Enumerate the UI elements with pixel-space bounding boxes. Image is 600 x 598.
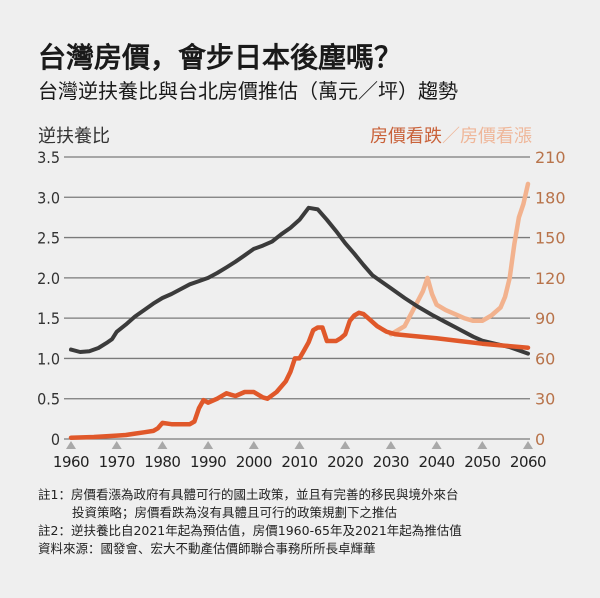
x-tick-marker [111,441,122,449]
x-tick-marker [431,441,442,449]
note-1-line-1: 註1：房價看漲為政府有具體可行的國土政策，並且有完善的移民與境外來台 [38,487,459,502]
y-tick-label-right: 30 [535,390,555,409]
note-1-line-2: 投資策略；房價看跌為沒有具體且可行的政策規劃下之推估 [72,505,398,520]
series-line-dependency-ratio [69,205,530,356]
x-tick-label: 2040 [419,453,455,471]
series-line-price-up [388,181,531,337]
left-axis-title: 逆扶養比 [38,126,110,147]
x-tick-marker [66,441,76,449]
legend-separator: ／ [442,126,460,147]
x-tick-marker [385,441,396,449]
source: 資料來源：國發會、宏大不動產估價師聯合事務所所長卓輝華 [38,541,376,556]
right-axis-legend: 房價看跌／房價看漲 [370,122,532,148]
x-tick-label: 1970 [99,453,135,471]
y-tick-label-left: 2.0 [37,269,60,288]
y-tick-label-right: 210 [535,148,566,167]
x-tick-marker [294,441,305,449]
y-tick-label-left: 2.5 [37,229,60,248]
x-tick-marker [248,441,259,449]
x-tick-label: 2020 [327,453,363,471]
footnotes: 註1：房價看漲為政府有具體可行的國土政策，並且有完善的移民與境外來台 投資策略；… [38,486,462,558]
y-tick-label-right: 0 [535,430,545,449]
chart-title: 台灣房價，會步日本後塵嗎？ [38,41,403,74]
y-tick-label-left: 3.5 [37,148,60,167]
line-chart: 0 0.5 1.0 1.5 2.0 2.5 3.0 3.5 0 30 60 90 120 150 180 21… [37,148,566,471]
chart-subtitle: 台灣逆扶養比與台北房價推估（萬元／坪）趨勢 [38,79,458,103]
y-tick-label-right: 90 [535,309,555,328]
x-tick-marker [477,441,488,449]
x-tick-marker [157,441,168,449]
y-tick-label-right: 150 [535,229,566,248]
y-tick-label-right: 180 [535,188,566,207]
x-tick-marker [523,441,533,449]
y-tick-label-right: 120 [535,269,566,288]
y-tick-label-left: 1.0 [37,349,60,368]
y-tick-label-left: 1.5 [37,309,60,328]
x-tick-label: 1990 [190,453,226,471]
x-tick-label: 2050 [464,453,500,471]
y-tick-label-left: 0 [51,430,60,449]
x-tick-marker [203,441,214,449]
x-tick-label: 2060 [510,453,546,471]
y-tick-label-left: 0.5 [37,390,60,409]
x-tick-label: 2000 [236,453,272,471]
x-tick-label: 1980 [144,453,180,471]
x-tick-label: 2030 [373,453,409,471]
y-tick-label-right: 60 [535,349,555,368]
legend-price-up: 房價看漲 [460,126,532,147]
y-tick-label-left: 3.0 [37,188,60,207]
legend-price-down: 房價看跌 [370,126,442,147]
x-tick-label: 2010 [281,453,317,471]
x-tick-marker [340,441,351,449]
note-2: 註2：逆扶養比自2021年起為預估值，房價1960-65年及2021年起為推估值 [38,523,462,538]
series-line-price-down [68,310,531,440]
x-tick-label: 1960 [53,453,89,471]
